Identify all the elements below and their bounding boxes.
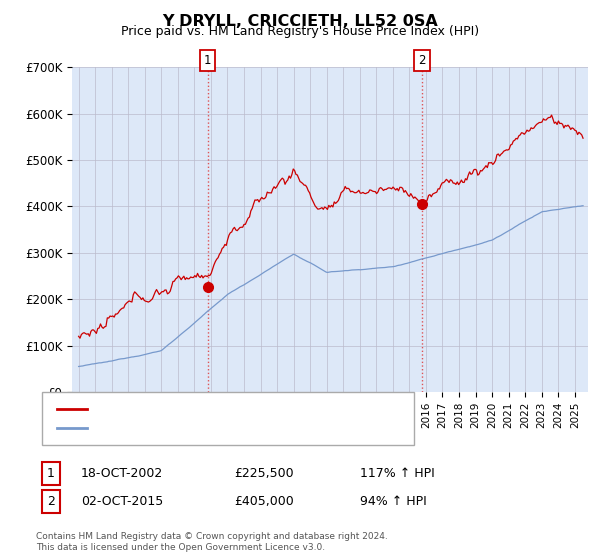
Text: 94% ↑ HPI: 94% ↑ HPI: [360, 494, 427, 508]
Text: Y DRYLL, CRICCIETH, LL52 0SA (detached house): Y DRYLL, CRICCIETH, LL52 0SA (detached h…: [93, 404, 365, 414]
Text: HPI: Average price, detached house, Gwynedd: HPI: Average price, detached house, Gwyn…: [93, 423, 352, 433]
Text: 02-OCT-2015: 02-OCT-2015: [81, 494, 163, 508]
Text: £405,000: £405,000: [234, 494, 294, 508]
Text: Y DRYLL, CRICCIETH, LL52 0SA: Y DRYLL, CRICCIETH, LL52 0SA: [162, 14, 438, 29]
Text: Price paid vs. HM Land Registry's House Price Index (HPI): Price paid vs. HM Land Registry's House …: [121, 25, 479, 38]
Text: 18-OCT-2002: 18-OCT-2002: [81, 466, 163, 480]
Text: 117% ↑ HPI: 117% ↑ HPI: [360, 466, 435, 480]
Text: £225,500: £225,500: [234, 466, 293, 480]
Text: 2: 2: [418, 54, 425, 67]
Text: 1: 1: [204, 54, 211, 67]
Text: Contains HM Land Registry data © Crown copyright and database right 2024.
This d: Contains HM Land Registry data © Crown c…: [36, 532, 388, 552]
Text: 2: 2: [47, 494, 55, 508]
Text: 1: 1: [47, 466, 55, 480]
